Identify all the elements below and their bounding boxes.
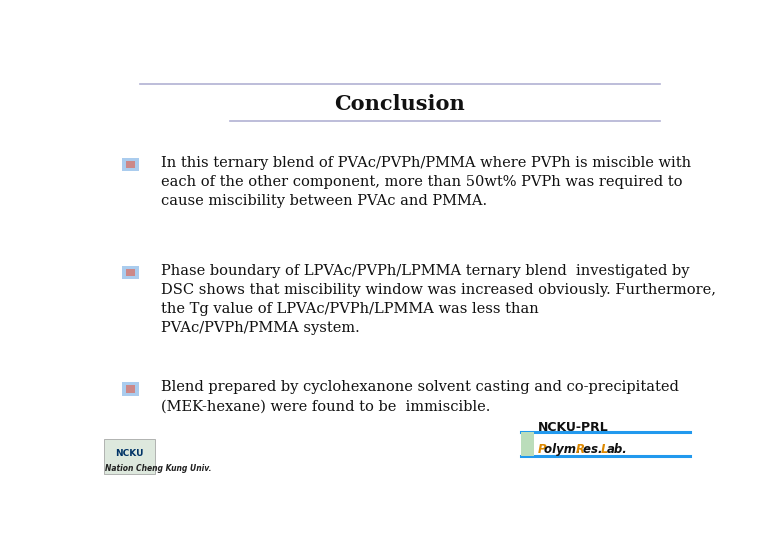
Text: P: P <box>537 443 546 456</box>
FancyBboxPatch shape <box>104 439 155 474</box>
Text: Blend prepared by cyclohexanone solvent casting and co-precipitated
(MEK-hexane): Blend prepared by cyclohexanone solvent … <box>161 380 679 413</box>
Text: es.: es. <box>583 443 606 456</box>
Text: Phase boundary of LPVAc/PVPh/LPMMA ternary blend  investigated by
DSC shows that: Phase boundary of LPVAc/PVPh/LPMMA terna… <box>161 264 716 335</box>
FancyBboxPatch shape <box>122 158 139 171</box>
FancyBboxPatch shape <box>122 382 139 396</box>
Text: In this ternary blend of PVAc/PVPh/PMMA where PVPh is miscible with
each of the : In this ternary blend of PVAc/PVPh/PMMA … <box>161 156 691 208</box>
Text: NCKU: NCKU <box>115 449 144 458</box>
Text: olym.: olym. <box>544 443 585 456</box>
Text: Conclusion: Conclusion <box>335 94 465 114</box>
Text: R: R <box>576 443 585 456</box>
FancyBboxPatch shape <box>122 266 139 279</box>
FancyBboxPatch shape <box>126 161 136 168</box>
FancyBboxPatch shape <box>521 431 534 456</box>
FancyBboxPatch shape <box>126 386 136 393</box>
Text: L: L <box>601 443 608 456</box>
Text: Nation Cheng Kung Univ.: Nation Cheng Kung Univ. <box>105 464 211 473</box>
FancyBboxPatch shape <box>126 269 136 276</box>
Text: ab.: ab. <box>607 443 628 456</box>
Text: NCKU-PRL: NCKU-PRL <box>537 421 608 434</box>
